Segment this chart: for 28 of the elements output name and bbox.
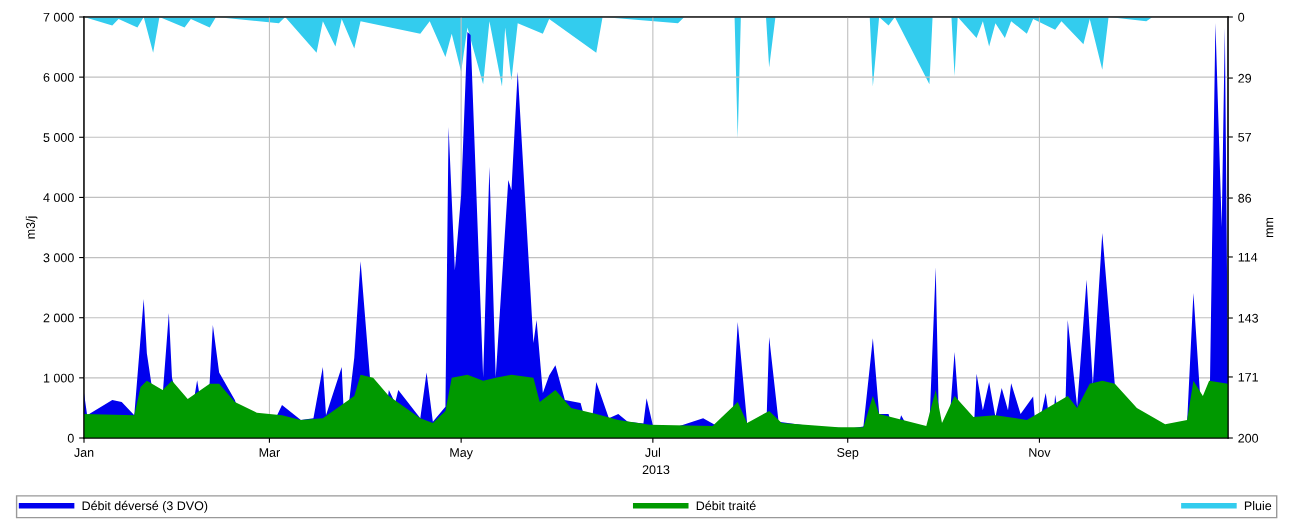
y-tick-label: 3 000 [43, 253, 74, 263]
legend-label: Pluie [1244, 500, 1272, 511]
y-tick-label: 1 000 [43, 373, 74, 383]
y-tick-label: 4 000 [43, 193, 74, 203]
y2-tick-label: 114 [1238, 252, 1258, 262]
y-axis-title: m3/j [25, 216, 38, 239]
x-axis-title: 2013 [642, 465, 670, 475]
y2-axis-title: mm [1266, 217, 1274, 238]
x-tick-label: Nov [1029, 448, 1051, 457]
y-tick-label: 7 000 [43, 12, 74, 22]
x-tick-label: May [450, 448, 473, 460]
x-tick-label: Sep [837, 448, 859, 460]
y2-tick-label: 29 [1238, 73, 1252, 83]
y2-tick-label: 57 [1238, 132, 1251, 142]
x-tick-label: Jul [645, 447, 661, 457]
y2-tick-label: 0 [1238, 12, 1245, 22]
y2-tick-label: 171 [1238, 372, 1258, 382]
y2-tick-label: 143 [1238, 313, 1259, 323]
y2-tick-label: 86 [1238, 193, 1252, 203]
y-tick-label: 5 000 [43, 133, 74, 142]
x-tick-label: Jan [74, 448, 94, 457]
x-tick-label: Mar [259, 448, 280, 457]
y-tick-label: 6 000 [43, 72, 74, 82]
legend-label: Débit déversé (3 DVO) [82, 500, 208, 513]
y-tick-label: 2 000 [43, 313, 74, 323]
legend-label: Débit traité [696, 500, 756, 511]
y-tick-label: 0 [67, 433, 74, 443]
y2-tick-label: 200 [1238, 433, 1259, 443]
